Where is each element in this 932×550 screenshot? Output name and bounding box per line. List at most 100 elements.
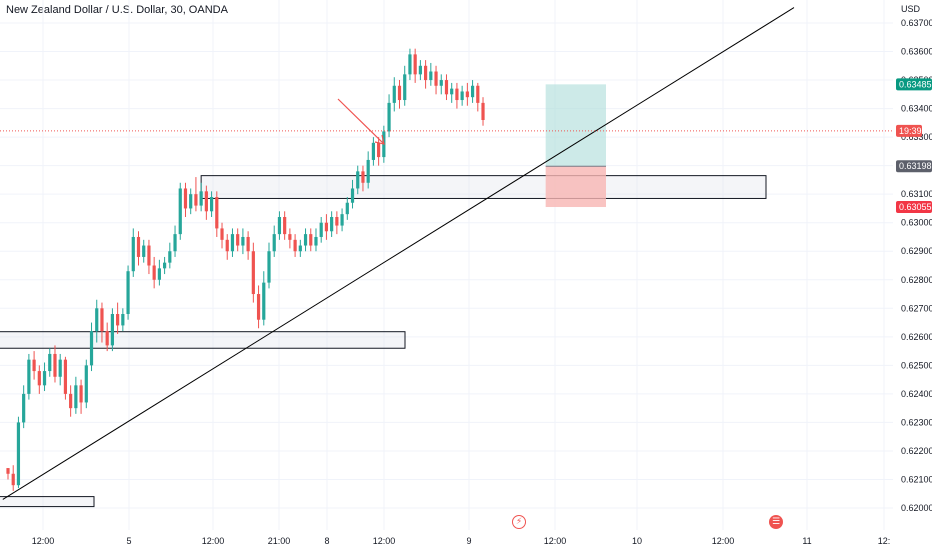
price-axis-ticks: 0.637000.636000.635000.634000.633000.632… xyxy=(901,18,932,513)
candle-body xyxy=(392,85,396,103)
countdown-badge: 19:39 xyxy=(896,124,922,137)
price-tick: 0.62600 xyxy=(901,332,932,342)
candle-body xyxy=(183,188,188,209)
economic-calendar-icon[interactable]: ☰ xyxy=(769,515,783,529)
candle-body xyxy=(95,308,99,332)
time-tick: 8 xyxy=(324,536,329,546)
candle-body xyxy=(403,74,407,101)
lightning-icon[interactable]: ⚡ xyxy=(512,515,526,529)
price-tick: 0.62400 xyxy=(901,389,932,399)
candle-body xyxy=(22,393,26,423)
candle-body xyxy=(168,251,172,263)
candle-body xyxy=(256,294,261,320)
price-tick: 0.62900 xyxy=(901,246,932,256)
candle-body xyxy=(152,265,156,280)
candle-body xyxy=(225,239,229,252)
stop-zone[interactable] xyxy=(545,166,606,208)
current-price-badge: 0.63485 xyxy=(896,78,932,91)
candle-body xyxy=(450,88,454,95)
resistance-zone-upper[interactable] xyxy=(200,175,767,199)
candle-body xyxy=(110,314,114,346)
candle-body xyxy=(147,245,151,266)
candle-body xyxy=(204,191,208,212)
time-axis[interactable] xyxy=(0,530,932,550)
time-tick: 12: xyxy=(878,536,891,546)
candle-body xyxy=(293,239,297,252)
candle-body xyxy=(424,65,428,81)
candles xyxy=(6,48,485,491)
trendline[interactable] xyxy=(2,7,795,500)
candle-body xyxy=(69,393,73,409)
chart-title: New Zealand Dollar / U.S. Dollar, 30, OA… xyxy=(6,4,228,16)
candle-body xyxy=(27,359,31,394)
candle-body xyxy=(215,197,219,229)
candle-body xyxy=(429,71,433,81)
candle-body xyxy=(63,359,68,394)
time-tick: 12:00 xyxy=(712,536,735,546)
candle-body xyxy=(465,91,469,98)
candle-body xyxy=(460,91,464,101)
candle-body xyxy=(303,234,308,246)
candle-body xyxy=(356,171,360,189)
arrow-head[interactable] xyxy=(374,134,385,145)
candle-body xyxy=(481,102,485,121)
candle-body xyxy=(272,234,276,252)
candle-body xyxy=(387,102,391,132)
candle-body xyxy=(324,222,329,232)
candle-body xyxy=(439,80,443,86)
candle-body xyxy=(470,85,475,98)
candle-body xyxy=(157,268,161,280)
candle-body xyxy=(142,245,146,257)
candle-body xyxy=(413,54,417,75)
candle-body xyxy=(476,85,480,103)
candle-body xyxy=(335,217,339,226)
candle-body xyxy=(79,385,83,403)
candle-body xyxy=(236,234,240,246)
candle-body xyxy=(251,251,255,295)
time-axis-ticks: 12:00 5 12:00 21:00 8 12:00 9 12:00 10 12:00 11 12: xyxy=(32,536,891,546)
candle-body xyxy=(418,65,422,75)
candle-body xyxy=(220,228,224,240)
drawing-zones[interactable] xyxy=(0,175,767,508)
candle-body xyxy=(53,353,57,377)
support-zone-middle[interactable] xyxy=(0,331,406,349)
candle-body xyxy=(173,234,177,252)
price-tick: 0.63600 xyxy=(901,47,932,57)
stop-price-badge: 0.63055 xyxy=(896,201,932,214)
candle-body xyxy=(194,194,198,206)
candle-body xyxy=(340,214,344,226)
candle-body xyxy=(246,236,250,252)
time-tick: 5 xyxy=(126,536,131,546)
candle-body xyxy=(131,236,135,272)
candle-body xyxy=(136,236,141,257)
time-tick: 9 xyxy=(466,536,471,546)
candle-body xyxy=(277,217,282,235)
candle-body xyxy=(267,251,271,283)
candle-body xyxy=(288,234,292,240)
candle-body xyxy=(100,308,104,332)
candle-body xyxy=(298,245,302,252)
candle-body xyxy=(230,234,235,252)
candle-body xyxy=(32,359,36,372)
price-tick: 0.62100 xyxy=(901,474,932,484)
price-tick: 0.63400 xyxy=(901,104,932,114)
long-position-tool[interactable] xyxy=(545,84,606,208)
arrow-annotation[interactable] xyxy=(337,98,385,145)
trendline-segment[interactable] xyxy=(2,7,795,500)
candle-body xyxy=(444,80,449,95)
entry-price-label: 0.63198 xyxy=(899,161,932,171)
candle-body xyxy=(89,331,94,366)
price-tick: 0.63000 xyxy=(901,218,932,228)
target-zone[interactable] xyxy=(545,84,606,167)
support-zone-lower[interactable] xyxy=(0,496,95,508)
entry-price-badge: 0.63198 xyxy=(896,160,932,173)
arrow-shaft[interactable] xyxy=(337,98,385,145)
candle-body xyxy=(309,234,313,246)
candle-body xyxy=(74,385,78,409)
candle-body xyxy=(199,191,203,206)
candle-body xyxy=(366,159,370,183)
candle-body xyxy=(283,217,287,235)
price-tick: 0.63700 xyxy=(901,18,932,28)
countdown-label: 19:39 xyxy=(899,126,922,136)
